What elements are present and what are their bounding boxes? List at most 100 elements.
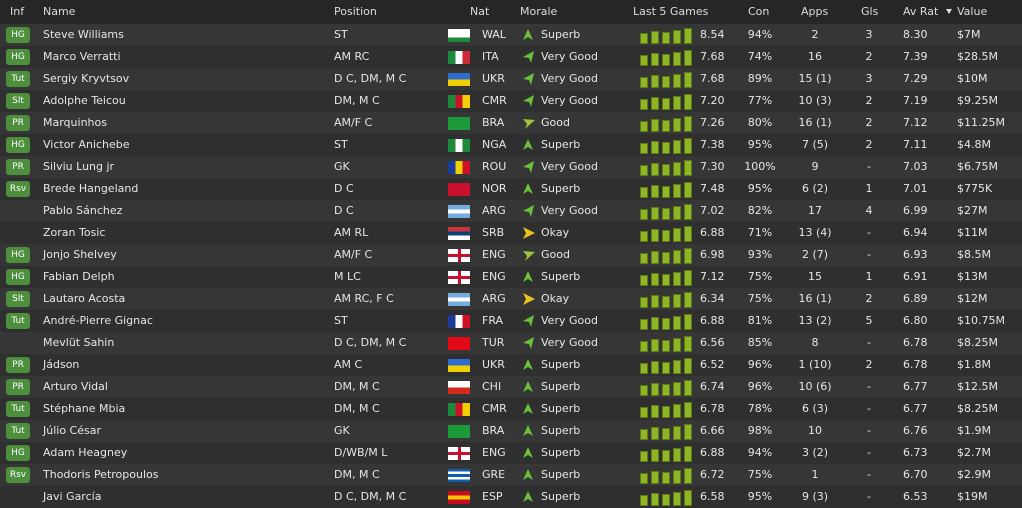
player-row[interactable]: PR Arturo Vidal DM, M C CHI Superb 6.74 96% 10 … <box>0 376 1022 398</box>
form-bars <box>640 115 696 132</box>
form-bar <box>640 33 648 44</box>
player-row[interactable]: Tut André-Pierre Gignac ST FRA Very Good 6.88… <box>0 310 1022 332</box>
info-badge: PR <box>6 357 30 373</box>
form-bar <box>651 295 659 308</box>
player-row[interactable]: HG Steve Williams ST WAL Superb 8.54 94% 2 3 8.30… <box>0 24 1022 46</box>
condition: 100% <box>744 160 776 173</box>
column-header[interactable]: Av Rat <box>903 5 939 18</box>
player-row[interactable]: PR Jádson AM C UKR Superb 6.52 96% 1 (10) 2 6.78 $… <box>0 354 1022 376</box>
column-header[interactable]: Nat <box>470 5 490 18</box>
form-bar <box>651 273 659 286</box>
player-row[interactable]: HG Fabian Delph M LC ENG Superb 7.12 75% 15 1 6.9… <box>0 266 1022 288</box>
nationality: CMR <box>482 94 507 107</box>
position: AM/F C <box>334 116 373 129</box>
player-row[interactable]: PR Marquinhos AM/F C BRA Good 7.26 80% 16 (1) 2 7… <box>0 112 1022 134</box>
average-rating: 7.29 <box>903 72 928 85</box>
form-bar <box>684 28 692 44</box>
form-bar <box>640 319 648 330</box>
column-header[interactable]: Position <box>334 5 377 18</box>
average-rating: 7.19 <box>903 94 928 107</box>
form-bar <box>684 248 692 264</box>
player-row[interactable]: Mevlüt Sahin D C, DM, M C TUR Very Good 6.56… <box>0 332 1022 354</box>
player-row[interactable]: Pablo Sánchez D C ARG Very Good 7.02 82% 17 4 6.… <box>0 200 1022 222</box>
form-rating: 6.74 <box>700 380 725 393</box>
value: $11M <box>957 226 988 239</box>
nationality: ESP <box>482 490 503 503</box>
player-row[interactable]: Tut Júlio César GK BRA Superb 6.66 98% 10 - 6.76 $… <box>0 420 1022 442</box>
form-bar <box>684 292 692 308</box>
column-header[interactable]: Gls <box>861 5 879 18</box>
form-bar <box>640 341 648 352</box>
value: $28.5M <box>957 50 998 63</box>
column-header[interactable]: Name <box>43 5 76 18</box>
form-bar <box>684 204 692 220</box>
player-name: Silviu Lung jr <box>43 160 115 173</box>
form-bar <box>651 251 659 264</box>
morale: Okay <box>541 226 570 239</box>
player-row[interactable]: PR Silviu Lung jr GK ROU Very Good 7.30 100% 9 -… <box>0 156 1022 178</box>
player-name: Sergiy Kryvtsov <box>43 72 130 85</box>
player-row[interactable]: Tut Sergiy Kryvtsov D C, DM, M C UKR Very Go… <box>0 68 1022 90</box>
goals: 3 <box>865 28 873 41</box>
nationality: BRA <box>482 116 505 129</box>
form-bar <box>662 274 670 286</box>
player-row[interactable]: Tut Stéphane Mbia DM, M C CMR Superb 6.78 78% 6… <box>0 398 1022 420</box>
player-row[interactable]: HG Marco Verratti AM RC ITA Very Good 7.68 74%… <box>0 46 1022 68</box>
morale-icon <box>523 205 534 217</box>
value: $13M <box>957 270 988 283</box>
form-bar <box>673 448 681 462</box>
appearances: 7 (5) <box>801 138 829 151</box>
form-bar <box>651 163 659 176</box>
flag <box>448 293 470 306</box>
info-badge: HG <box>6 445 30 461</box>
column-header[interactable]: Value <box>957 5 988 18</box>
player-name: Javi García <box>43 490 102 503</box>
table-header: Inf Name Position Nat Morale Last 5 Games Con A… <box>0 0 1022 24</box>
form-rating: 7.48 <box>700 182 725 195</box>
average-rating: 6.78 <box>903 336 928 349</box>
player-name: Pablo Sánchez <box>43 204 123 217</box>
player-name: Zoran Tosic <box>43 226 106 239</box>
value: $2.9M <box>957 468 991 481</box>
form-rating: 6.56 <box>700 336 725 349</box>
form-bar <box>662 164 670 176</box>
player-row[interactable]: HG Jonjo Shelvey AM/F C ENG Good 6.98 93% 2 (7)… <box>0 244 1022 266</box>
form-bar <box>651 31 659 44</box>
form-rating: 6.98 <box>700 248 725 261</box>
player-row[interactable]: Slt Lautaro Acosta AM RC, F C ARG Okay 6.34 75… <box>0 288 1022 310</box>
column-header[interactable]: Con <box>748 5 770 18</box>
form-bar <box>684 94 692 110</box>
player-row[interactable]: Slt Adolphe Teicou DM, M C CMR Very Good 7.20… <box>0 90 1022 112</box>
goals: - <box>867 468 871 481</box>
appearances: 15 (1) <box>798 72 832 85</box>
value: $775K <box>957 182 993 195</box>
column-header[interactable]: Apps <box>801 5 829 18</box>
form-rating: 6.78 <box>700 402 725 415</box>
column-header[interactable]: Morale <box>520 5 558 18</box>
average-rating: 6.53 <box>903 490 928 503</box>
goals: 2 <box>865 138 873 151</box>
column-header[interactable]: Last 5 Games <box>633 5 709 18</box>
player-row[interactable]: Javi García D C, DM, M C ESP Superb 6.58 95% 9… <box>0 486 1022 508</box>
info-badge: Tut <box>6 423 30 439</box>
flag <box>448 271 470 284</box>
form-bar <box>662 120 670 132</box>
form-bar <box>640 55 648 66</box>
player-row[interactable]: HG Victor Anichebe ST NGA Superb 7.38 95% 7 (5)… <box>0 134 1022 156</box>
form-rating: 6.72 <box>700 468 725 481</box>
position: DM, M C <box>334 380 380 393</box>
player-row[interactable]: Rsv Thodoris Petropoulos DM, M C GRE Superb 6… <box>0 464 1022 486</box>
form-bars <box>640 159 696 176</box>
goals: 2 <box>865 94 873 107</box>
position: ST <box>334 28 348 41</box>
player-row[interactable]: HG Adam Heagney D/WB/M L ENG Superb 6.88 94% 3 … <box>0 442 1022 464</box>
average-rating: 7.03 <box>903 160 928 173</box>
condition: 71% <box>747 226 773 239</box>
morale-icon <box>523 293 535 305</box>
morale-icon <box>523 183 533 194</box>
form-bar <box>662 142 670 154</box>
player-row[interactable]: Zoran Tosic AM RL SRB Okay 6.88 71% 13 (4) - 6.9… <box>0 222 1022 244</box>
form-bar <box>662 472 670 484</box>
player-row[interactable]: Rsv Brede Hangeland D C NOR Superb 7.48 95% 6 (… <box>0 178 1022 200</box>
column-header[interactable]: Inf <box>10 5 25 18</box>
